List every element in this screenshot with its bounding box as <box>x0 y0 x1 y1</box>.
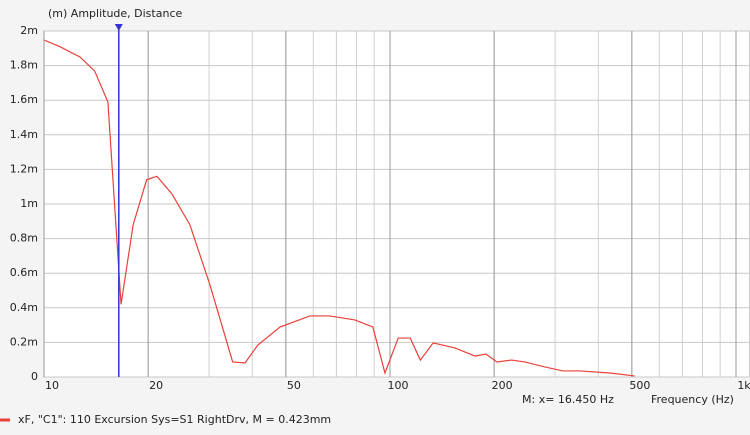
x-tick-label: 20 <box>149 379 163 392</box>
series-line <box>43 39 635 377</box>
x-axis-label: Frequency (Hz) <box>651 393 734 406</box>
y-tick-label: 1.4m <box>10 128 38 141</box>
marker-label: M: x= 16.450 Hz <box>522 393 614 406</box>
x-tick-label: 50 <box>287 379 301 392</box>
y-tick-label: 2m <box>20 24 38 37</box>
x-tick-label: 500 <box>629 379 650 392</box>
y-tick-label: 1.6m <box>10 93 38 106</box>
y-tick-label: 0.4m <box>10 301 38 314</box>
x-tick-label: 200 <box>492 379 513 392</box>
chart-title: (m) Amplitude, Distance <box>48 7 182 20</box>
y-tick-label: 0.8m <box>10 232 38 245</box>
y-tick-label: 0.6m <box>10 266 38 279</box>
x-tick-label: 1k <box>737 379 750 392</box>
y-tick-label: 0 <box>31 370 38 383</box>
y-tick-label: 1.2m <box>10 162 38 175</box>
legend-label: xF, "C1": 110 Excursion Sys=S1 RightDrv,… <box>18 413 331 426</box>
x-tick-label: 100 <box>388 379 409 392</box>
marker-handle <box>114 24 123 31</box>
y-tick-label: 1.8m <box>10 59 38 72</box>
x-tick-label: 10 <box>45 379 59 392</box>
y-tick-label: 1m <box>20 197 38 210</box>
y-tick-label: 0.2m <box>10 335 38 348</box>
